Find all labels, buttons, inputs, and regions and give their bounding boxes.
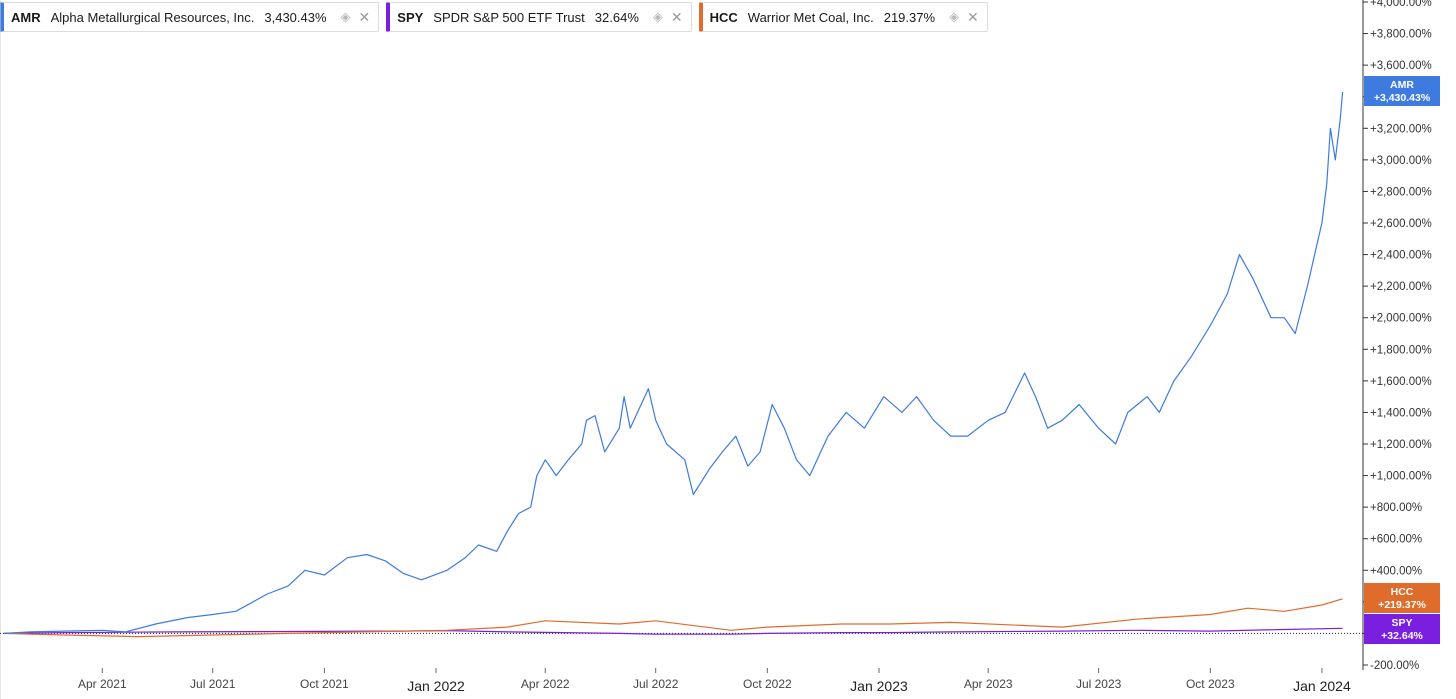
last-value-tag-label: AMR <box>1390 79 1414 91</box>
close-icon[interactable]: ✕ <box>358 8 371 25</box>
y-tick-label: +1,800.00% <box>1370 344 1432 356</box>
legend-item-hcc[interactable]: HCC Warrior Met Coal, Inc. 219.37% ◈ ✕ <box>698 2 988 32</box>
last-value-tag-value: +3,430.43% <box>1374 92 1431 104</box>
y-tick-label: +2,800.00% <box>1370 186 1432 198</box>
legend-percent: 219.37% <box>883 9 936 25</box>
y-tick-label: +3,200.00% <box>1370 123 1432 135</box>
y-tick-label: -200.00% <box>1370 660 1419 672</box>
x-tick-label: Jan 2023 <box>850 678 908 694</box>
last-value-tag-hcc: HCC+219.37% <box>1364 583 1440 613</box>
last-value-tag-value: +32.64% <box>1381 630 1423 642</box>
paint-bucket-icon[interactable]: ◈ <box>949 9 960 24</box>
x-tick-label: Oct 2022 <box>743 677 792 691</box>
legend-ticker: SPY <box>397 9 424 25</box>
y-tick-label: +400.00% <box>1370 565 1422 577</box>
y-tick-label: +3,800.00% <box>1370 29 1432 41</box>
y-tick-label: +2,000.00% <box>1370 313 1432 325</box>
legend-name: SPDR S&P 500 ETF Trust <box>433 9 585 25</box>
legend-ticker: AMR <box>11 9 41 25</box>
x-tick-label: Oct 2023 <box>1186 677 1235 691</box>
x-tick-label: Apr 2022 <box>521 677 570 691</box>
series-line-spy <box>3 627 1343 635</box>
y-tick-label: +3,600.00% <box>1370 60 1432 72</box>
legend-name: Alpha Metallurgical Resources, Inc. <box>50 9 255 25</box>
paint-bucket-icon[interactable]: ◈ <box>652 9 663 24</box>
legend-ticker: HCC <box>709 9 738 25</box>
y-tick-label: +1,200.00% <box>1370 439 1432 451</box>
last-value-tag-label: SPY <box>1391 617 1412 629</box>
x-tick-label: Jan 2022 <box>407 678 465 694</box>
legend-percent: 3,430.43% <box>264 9 327 25</box>
close-icon[interactable]: ✕ <box>670 8 683 25</box>
y-tick-label: +2,600.00% <box>1370 218 1432 230</box>
last-value-tag-spy: SPY+32.64% <box>1364 614 1440 644</box>
paint-bucket-icon[interactable]: ◈ <box>340 9 351 24</box>
last-value-tag-bg <box>1364 583 1440 613</box>
y-tick-label: +2,200.00% <box>1370 281 1432 293</box>
y-tick-label: +600.00% <box>1370 534 1422 546</box>
series-line-hcc <box>3 598 1343 638</box>
series-line-amr <box>3 91 1344 634</box>
x-tick-label: Apr 2021 <box>78 677 127 691</box>
y-tick-label: +1,000.00% <box>1370 471 1432 483</box>
y-tick-label: +800.00% <box>1370 502 1422 514</box>
x-tick-label: Jul 2023 <box>1076 677 1122 691</box>
legend-bar: AMR Alpha Metallurgical Resources, Inc. … <box>0 0 988 32</box>
last-value-tag-label: HCC <box>1391 586 1414 598</box>
legend-item-spy[interactable]: SPY SPDR S&P 500 ETF Trust 32.64% ◈ ✕ <box>386 2 692 32</box>
x-tick-label: Apr 2023 <box>964 677 1013 691</box>
x-tick-label: Jul 2022 <box>633 677 679 691</box>
legend-name: Warrior Met Coal, Inc. <box>747 9 874 25</box>
y-tick-label: +3,000.00% <box>1370 155 1432 167</box>
last-value-tag-value: +219.37% <box>1378 599 1426 611</box>
last-value-tag-bg <box>1364 76 1440 106</box>
x-tick-label: Jan 2024 <box>1293 678 1351 694</box>
x-tick-label: Jul 2021 <box>190 677 236 691</box>
close-icon[interactable]: ✕ <box>967 8 979 25</box>
y-tick-label: +1,600.00% <box>1370 376 1432 388</box>
last-value-tag-amr: AMR+3,430.43% <box>1364 76 1440 106</box>
y-tick-label: +1,400.00% <box>1370 407 1432 419</box>
y-tick-label: +2,400.00% <box>1370 250 1432 262</box>
legend-percent: 32.64% <box>594 9 639 25</box>
y-tick-label: +4,000.00% <box>1370 0 1432 9</box>
legend-item-amr[interactable]: AMR Alpha Metallurgical Resources, Inc. … <box>0 2 380 32</box>
x-tick-label: Oct 2021 <box>300 677 349 691</box>
last-value-tag-bg <box>1364 614 1440 644</box>
